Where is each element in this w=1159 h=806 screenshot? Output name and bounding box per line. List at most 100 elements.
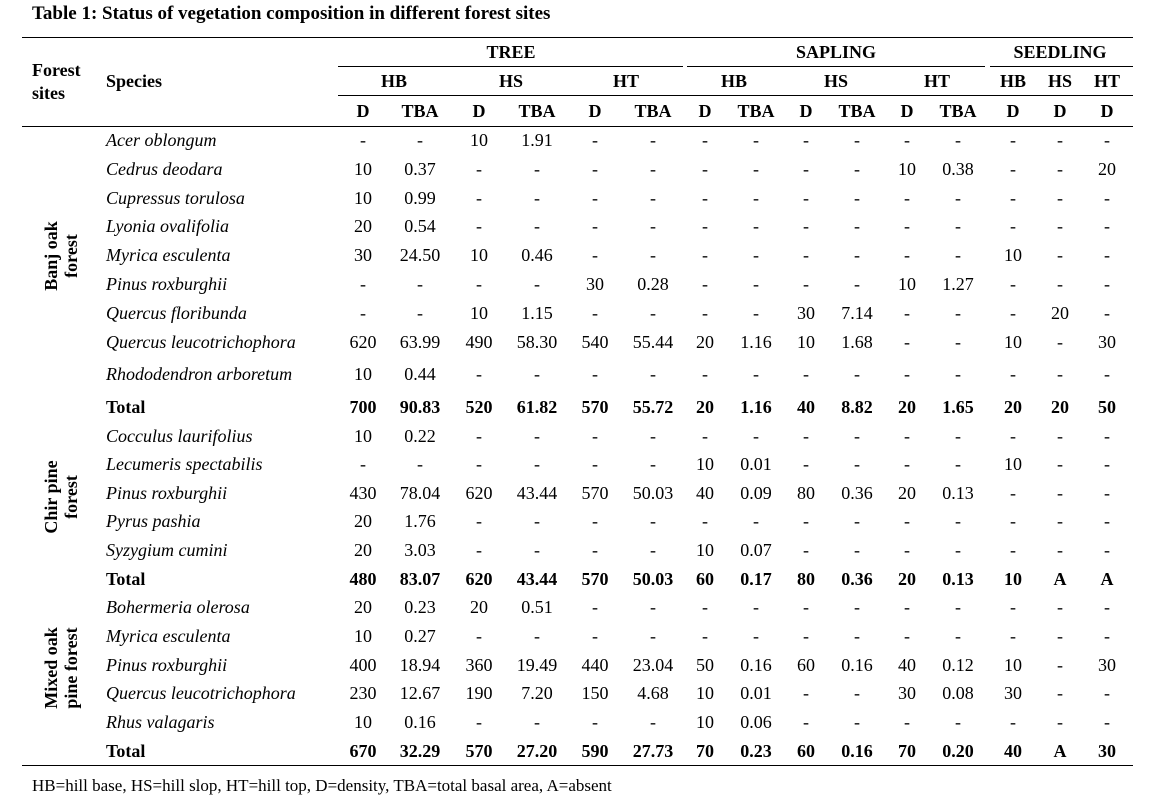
- table-cell: -: [1010, 364, 1016, 384]
- table-cell: -: [955, 303, 961, 323]
- table-cell: -: [534, 712, 540, 732]
- table-cell: -: [534, 426, 540, 446]
- table-cell: -: [1010, 426, 1016, 446]
- table-cell: 24.50: [399, 245, 441, 265]
- table-cell: 30: [354, 245, 372, 265]
- table-cell: -: [592, 597, 598, 617]
- table-cell: -: [592, 540, 598, 560]
- table-cell: 20: [354, 511, 372, 531]
- table-cell: -: [592, 159, 598, 179]
- table-cell: 10: [1004, 454, 1022, 474]
- table-cell: 0.23: [404, 597, 436, 617]
- table-cell: -: [753, 364, 759, 384]
- table-cell: -: [360, 303, 366, 323]
- table-cell: -: [854, 454, 860, 474]
- table-cell: -: [476, 712, 482, 732]
- table-cell: -: [534, 626, 540, 646]
- table-cell: 10: [898, 274, 916, 294]
- table-cell: 190: [465, 683, 493, 703]
- species-name: Pinus roxburghii: [106, 655, 228, 675]
- table-cell: 10: [470, 130, 488, 150]
- table-cell: -: [476, 454, 482, 474]
- group-underline-seedling: [990, 66, 1133, 67]
- total-cell: 55.72: [632, 397, 674, 417]
- table-cell: -: [1010, 188, 1016, 208]
- top-rule: [22, 37, 1133, 38]
- total-cell: 0.16: [841, 741, 873, 761]
- table-cell: -: [476, 364, 482, 384]
- table-cell: 0.06: [740, 712, 772, 732]
- table-cell: -: [1057, 683, 1063, 703]
- table-cell: -: [904, 332, 910, 352]
- site-label-line: Mixed oak: [41, 627, 61, 709]
- header-forest-sites: Forest: [32, 60, 81, 80]
- table-cell: 55.44: [632, 332, 674, 352]
- species-name: Myrica esculenta: [106, 626, 231, 646]
- table-cell: -: [803, 597, 809, 617]
- table-cell: 18.94: [399, 655, 441, 675]
- header-species: Species: [106, 71, 162, 91]
- table-cell: 10: [1004, 655, 1022, 675]
- table-cell: -: [955, 188, 961, 208]
- table-cell: -: [753, 159, 759, 179]
- table-cell: -: [904, 511, 910, 531]
- table-cell: 0.36: [841, 483, 873, 503]
- table-cell: -: [360, 130, 366, 150]
- species-name: Rhododendron arboretum: [106, 364, 293, 384]
- table-cell: -: [1104, 540, 1110, 560]
- table-cell: 10: [354, 364, 372, 384]
- table-caption: Table 1: Status of vegetation compositio…: [32, 3, 551, 24]
- table-cell: -: [650, 188, 656, 208]
- table-cell: 78.04: [399, 483, 441, 503]
- table-cell: 0.46: [521, 245, 553, 265]
- total-cell: A: [1053, 569, 1067, 589]
- table-cell: 10: [898, 159, 916, 179]
- total-cell: 670: [349, 741, 377, 761]
- table-cell: -: [1057, 332, 1063, 352]
- table-cell: 20: [1098, 159, 1116, 179]
- table-cell: 20: [898, 483, 916, 503]
- table-cell: -: [854, 364, 860, 384]
- table-cell: -: [1010, 130, 1016, 150]
- table-cell: -: [803, 683, 809, 703]
- table-cell: -: [1057, 454, 1063, 474]
- total-cell: 20: [696, 397, 714, 417]
- total-cell: 27.73: [632, 741, 674, 761]
- table-cell: 0.12: [942, 655, 974, 675]
- table-cell: 20: [354, 216, 372, 236]
- table-cell: -: [702, 364, 708, 384]
- header-group: SAPLING: [795, 42, 876, 62]
- table-cell: -: [702, 216, 708, 236]
- total-cell: 0.13: [942, 569, 974, 589]
- total-cell: 27.20: [516, 741, 558, 761]
- total-cell: 0.17: [740, 569, 772, 589]
- table-cell: -: [417, 274, 423, 294]
- table-cell: -: [803, 540, 809, 560]
- header-metric: D: [356, 101, 370, 121]
- table-cell: -: [1104, 454, 1110, 474]
- table-cell: -: [534, 364, 540, 384]
- header-position: HT: [923, 71, 950, 91]
- table-cell: -: [1104, 712, 1110, 732]
- table-cell: 12.67: [399, 683, 441, 703]
- table-cell: 10: [354, 626, 372, 646]
- table-cell: -: [753, 216, 759, 236]
- site-label-line: pine forest: [61, 627, 81, 709]
- table-cell: -: [650, 245, 656, 265]
- total-cell: 40: [797, 397, 815, 417]
- table-cell: -: [592, 454, 598, 474]
- table-cell: -: [904, 245, 910, 265]
- header-position: HB: [720, 71, 747, 91]
- table-cell: 0.99: [404, 188, 436, 208]
- table-cell: -: [476, 188, 482, 208]
- total-cell: 20: [1004, 397, 1022, 417]
- table-cell: 20: [354, 597, 372, 617]
- header-metric: TBA: [518, 101, 556, 121]
- total-cell: 1.16: [740, 397, 772, 417]
- header-metric: D: [698, 101, 712, 121]
- table-cell: -: [1010, 483, 1016, 503]
- table-cell: 1.27: [942, 274, 974, 294]
- table-cell: -: [904, 712, 910, 732]
- total-label: Total: [106, 397, 146, 417]
- table-cell: 10: [354, 188, 372, 208]
